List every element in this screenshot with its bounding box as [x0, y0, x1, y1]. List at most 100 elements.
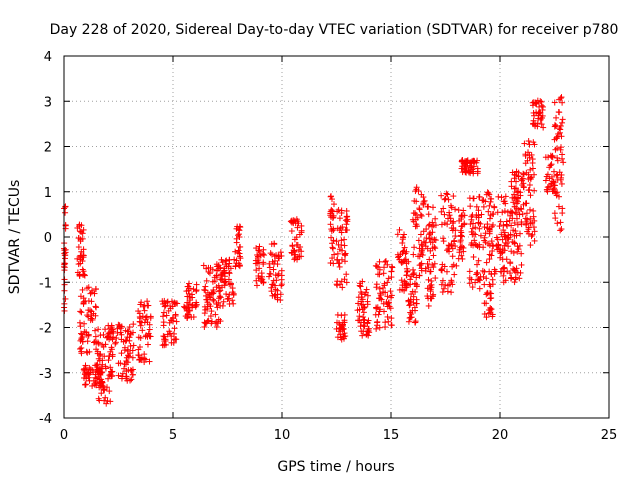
data-point [160, 309, 167, 316]
data-point [489, 221, 496, 228]
data-point [409, 288, 416, 295]
data-point [224, 296, 231, 303]
data-point [452, 232, 459, 239]
data-point [422, 239, 429, 246]
data-point [438, 265, 445, 272]
data-point [162, 336, 169, 343]
data-point [552, 215, 559, 222]
data-point [429, 293, 436, 300]
data-point [342, 217, 349, 224]
data-point [78, 222, 85, 229]
data-point [341, 319, 348, 326]
data-point [526, 181, 533, 188]
data-point [160, 333, 167, 340]
data-point [207, 264, 214, 271]
data-point [139, 313, 146, 320]
data-point [468, 276, 475, 283]
data-point [268, 251, 275, 258]
data-point [126, 324, 133, 331]
data-point [374, 271, 381, 278]
data-point [536, 103, 543, 110]
data-point [226, 291, 233, 298]
data-point [519, 211, 526, 218]
data-point [75, 244, 82, 251]
data-point [221, 279, 228, 286]
data-point [384, 301, 391, 308]
data-point [451, 271, 458, 278]
data-point [439, 277, 446, 284]
data-point [106, 336, 113, 343]
data-point [548, 173, 555, 180]
data-point [357, 283, 364, 290]
data-point [107, 398, 114, 405]
data-point [252, 260, 259, 267]
data-point [80, 254, 87, 261]
data-point [438, 221, 445, 228]
data-point [414, 223, 421, 230]
data-point [376, 308, 383, 315]
data-point [215, 316, 222, 323]
data-point [473, 211, 480, 218]
data-point [89, 287, 96, 294]
data-point [447, 215, 454, 222]
data-point [553, 135, 560, 142]
data-point [338, 256, 345, 263]
data-point [480, 244, 487, 251]
y-axis-label: SDTVAR / TECUs [7, 180, 23, 295]
data-point [298, 227, 305, 234]
data-point [489, 313, 496, 320]
data-point [216, 293, 223, 300]
data-point [187, 297, 194, 304]
data-point [467, 203, 474, 210]
data-point [547, 152, 554, 159]
data-point [474, 170, 481, 177]
data-point [486, 191, 493, 198]
data-point [341, 258, 348, 265]
axis-ticks [63, 55, 610, 419]
data-point [527, 242, 534, 249]
data-point [193, 299, 200, 306]
data-point [277, 297, 284, 304]
data-point [234, 232, 241, 239]
data-point [218, 272, 225, 279]
data-point [75, 261, 82, 268]
data-point [522, 215, 529, 222]
data-point [161, 303, 168, 310]
data-point [537, 98, 544, 105]
data-point [341, 236, 348, 243]
data-point [448, 204, 455, 211]
x-tick-label: 15 [383, 428, 400, 443]
data-point [109, 353, 116, 360]
data-point [458, 252, 465, 259]
data-point [94, 348, 101, 355]
data-point [260, 261, 267, 268]
data-point [338, 242, 345, 249]
data-point [418, 249, 425, 256]
chart-title: Day 228 of 2020, Sidereal Day-to-day VTE… [50, 22, 619, 38]
data-point [86, 307, 93, 314]
data-point [476, 285, 483, 292]
x-tick-labels: 0 5 10 15 20 25 [60, 428, 617, 443]
data-point [422, 267, 429, 274]
data-point [448, 224, 455, 231]
data-point [100, 331, 107, 338]
data-point [112, 340, 119, 347]
data-point [381, 280, 388, 287]
data-point [556, 96, 563, 103]
data-point [429, 229, 436, 236]
data-point [470, 195, 477, 202]
data-point [159, 298, 166, 305]
data-point [468, 158, 475, 165]
data-point [219, 259, 226, 266]
x-tick-label: 20 [492, 428, 509, 443]
data-point [294, 224, 301, 231]
data-point [476, 193, 483, 200]
data-point [399, 250, 406, 257]
data-point [186, 280, 193, 287]
data-point [343, 221, 350, 228]
data-point [388, 294, 395, 301]
data-point [398, 277, 405, 284]
data-point [408, 298, 415, 305]
data-point [268, 284, 275, 291]
data-point [114, 325, 121, 332]
